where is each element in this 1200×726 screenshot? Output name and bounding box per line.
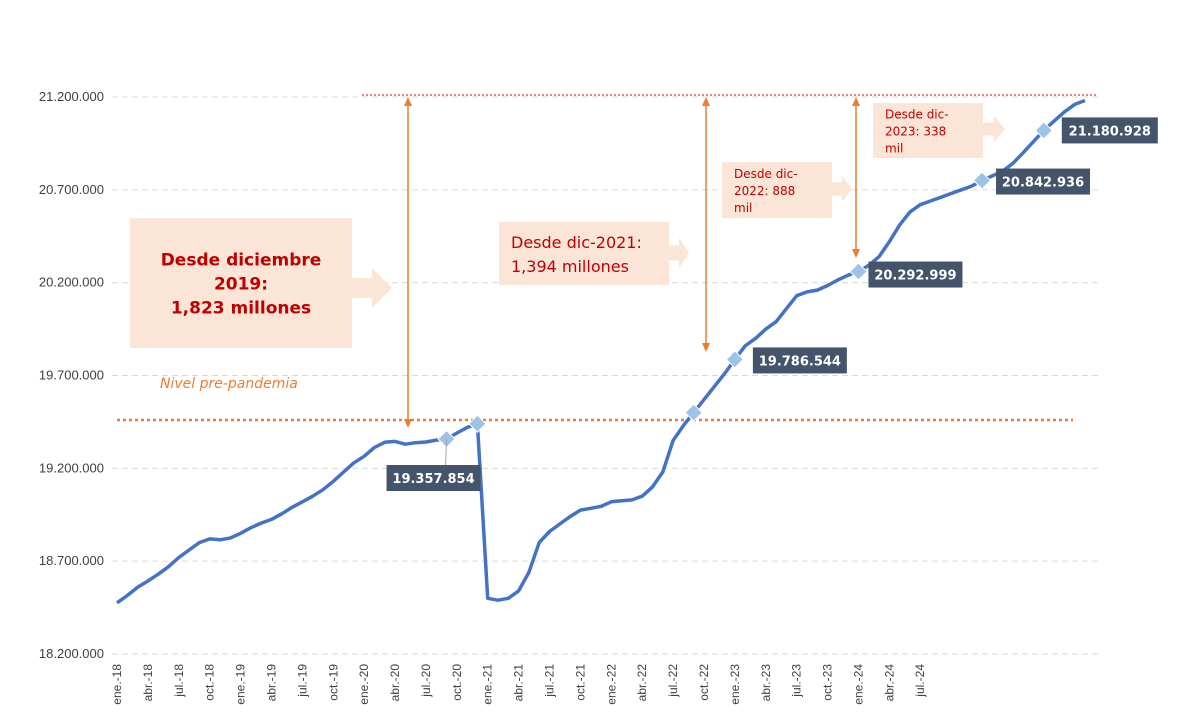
y-axis-ticks: 18.200.000 18.700.000 19.200.000 19.700.000… — [39, 89, 104, 661]
x-tick-label: jul.-23 — [790, 664, 804, 698]
prepandemic-label: Nivel pre-pandemia — [160, 376, 298, 392]
annotation-box — [130, 218, 352, 348]
highlight-marker — [684, 403, 703, 422]
x-tick-label: oct.-18 — [203, 664, 217, 701]
y-tick-label: 18.200.000 — [39, 646, 104, 661]
x-tick-label: abr.-24 — [882, 664, 896, 702]
x-tick-label: jul.-24 — [913, 664, 927, 698]
y-tick-label: 20.200.000 — [39, 275, 104, 290]
annotation-line: mil — [734, 201, 752, 215]
annotation-line: Desde dic-2021: — [511, 233, 642, 252]
x-tick-label: jul.-19 — [295, 664, 309, 698]
point-label-text: 20.292.999 — [874, 269, 956, 284]
point-label-text: 20.842.936 — [1002, 176, 1084, 191]
point-label: 19.786.544 — [752, 347, 847, 374]
annotation-since-dec-2022: Desde dic- 2022: 888 mil — [722, 162, 852, 218]
y-tick-label: 20.700.000 — [39, 182, 104, 197]
annotation-line: 1,394 millones — [511, 257, 629, 276]
y-tick-label: 18.700.000 — [39, 553, 104, 568]
annotation-since-dec-2021: Desde dic-2021: 1,394 millones — [499, 222, 689, 285]
x-tick-label: ene.-23 — [728, 664, 742, 705]
annotation-line: Desde dic- — [885, 107, 949, 121]
point-label-text: 19.357.854 — [392, 472, 474, 487]
x-tick-label: oct.-23 — [821, 664, 835, 701]
highlight-marker — [849, 262, 868, 281]
x-tick-label: jul.-18 — [172, 664, 186, 698]
x-tick-label: abr.-22 — [635, 664, 649, 702]
reference-lines: Nivel pre-pandemia — [117, 94, 1097, 422]
highlight-marker — [972, 171, 992, 190]
x-tick-label: oct.-21 — [573, 664, 587, 701]
x-tick-label: abr.-18 — [141, 664, 155, 702]
x-tick-label: ene.-21 — [481, 664, 495, 705]
point-label: 19.357.854 — [386, 465, 481, 492]
x-tick-label: jul.-22 — [666, 664, 680, 698]
series-layer — [115, 98, 1086, 605]
difference-arrows — [404, 97, 860, 428]
annotation-arrow — [352, 268, 392, 308]
annotation-box — [873, 103, 983, 158]
x-tick-label: abr.-20 — [388, 664, 402, 702]
y-tick-label: 19.200.000 — [39, 460, 104, 475]
arrow-since-dec-2019 — [404, 97, 412, 428]
x-tick-label: oct.-19 — [326, 664, 340, 701]
annotation-line: 2022: 888 — [734, 184, 795, 198]
point-label: 21.180.928 — [1061, 117, 1158, 144]
x-tick-label: oct.-20 — [450, 664, 464, 701]
y-tick-label: 19.700.000 — [39, 368, 104, 383]
x-tick-label: ene.-24 — [851, 664, 865, 705]
annotation-box — [499, 222, 669, 285]
x-tick-label: ene.-22 — [604, 664, 618, 705]
x-tick-label: ene.-19 — [234, 664, 248, 705]
annotation-line: 2023: 338 — [885, 124, 946, 138]
annotation-line: mil — [885, 141, 903, 155]
arrow-since-dec-2021 — [702, 97, 710, 352]
annotation-arrow — [983, 116, 1005, 142]
highlight-marker — [725, 350, 745, 369]
x-tick-label: oct.-22 — [697, 664, 711, 701]
annotation-since-dec-2023: Desde dic- 2023: 338 mil — [873, 103, 1005, 158]
annotation-line: 2019: — [214, 275, 268, 295]
annotation-line: Desde dic- — [734, 167, 798, 181]
annotation-line: 1,823 millones — [171, 299, 311, 319]
x-tick-label: ene.-18 — [110, 664, 124, 705]
point-labels: 19.357.854 19.786.544 20.292.999 20.842.936… — [386, 117, 1158, 492]
y-tick-label: 21.200.000 — [39, 89, 104, 104]
annotation-since-dec-2019: Desde diciembre 2019: 1,823 millones — [130, 218, 392, 348]
x-axis-ticks: ene.-18 abr.-18 jul.-18 oct.-18 ene.-19 abr.-… — [110, 664, 927, 705]
highlight-marker — [468, 414, 487, 433]
x-tick-label: jul.-20 — [419, 664, 433, 698]
annotation-box — [722, 162, 832, 218]
series-line — [115, 98, 1086, 605]
annotation-line: Desde diciembre — [161, 251, 322, 271]
point-label: 20.842.936 — [996, 168, 1091, 195]
annotation-arrow — [669, 238, 689, 268]
arrow-since-dec-2022 — [852, 97, 860, 258]
point-label-text: 19.786.544 — [759, 354, 841, 369]
annotation-arrow — [832, 176, 852, 202]
x-tick-label: abr.-23 — [759, 664, 773, 702]
point-label: 20.292.999 — [868, 261, 963, 288]
x-tick-label: abr.-21 — [512, 664, 526, 702]
label-leader-line — [445, 439, 448, 466]
x-tick-label: ene.-20 — [357, 664, 371, 705]
x-tick-label: jul.-21 — [543, 664, 557, 698]
highlight-marker — [1034, 121, 1054, 140]
x-tick-label: abr.-19 — [264, 664, 278, 702]
point-label-text: 21.180.928 — [1069, 124, 1151, 139]
